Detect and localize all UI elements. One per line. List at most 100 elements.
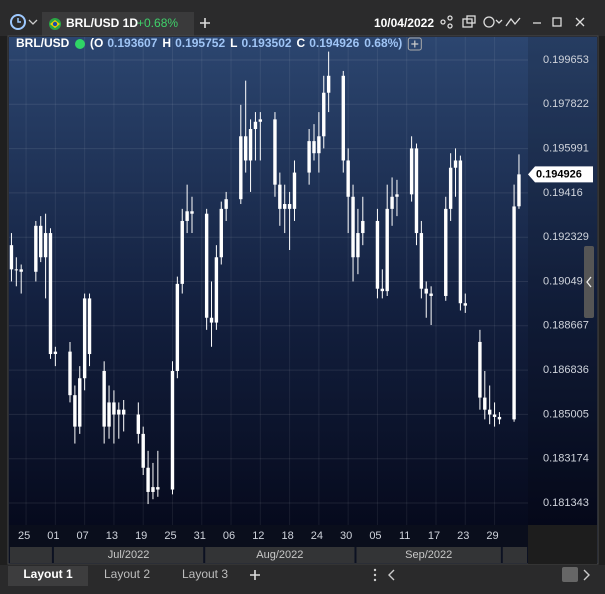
- candle-body: [395, 194, 399, 197]
- layout-tab[interactable]: Layout 1: [23, 567, 73, 581]
- close[interactable]: [575, 17, 585, 27]
- layout-tab[interactable]: Layout 2: [104, 567, 150, 581]
- axes: 0.199653 0.197822 0.195991 0.19416 0.192329 0…: [18, 54, 593, 542]
- x-tick-label: 30: [340, 530, 352, 542]
- candle-body: [453, 160, 458, 168]
- legend-add: [407, 37, 422, 51]
- candle-body: [292, 172, 297, 209]
- candle-body: [419, 233, 424, 289]
- dropdown-arrow[interactable]: [28, 19, 38, 25]
- candle-body: [253, 121, 258, 130]
- candle-body: [53, 351, 58, 355]
- scroll-right[interactable]: [583, 569, 590, 581]
- candle-body: [356, 233, 360, 258]
- candle-body: [151, 487, 155, 492]
- candle-body: [102, 370, 106, 427]
- x-tick-label: 05: [369, 530, 381, 542]
- month-row: Jul/2022 Aug/2022 Sep/2022: [10, 547, 527, 563]
- legend-label: (O: [90, 36, 103, 50]
- candle-body: [273, 119, 277, 185]
- alarm-arrow[interactable]: [495, 19, 503, 24]
- price-flag: [528, 166, 593, 183]
- maximize[interactable]: [552, 17, 562, 27]
- layout-tabs: Layout 1 Layout 2 Layout 3: [23, 567, 228, 581]
- candle-body: [209, 317, 214, 323]
- layout-tab[interactable]: Layout 3: [182, 567, 228, 581]
- candle-body: [190, 211, 194, 214]
- candle-body: [278, 184, 282, 209]
- candle-body: [478, 341, 482, 398]
- candle-body: [121, 409, 126, 415]
- share-icon[interactable]: [440, 19, 446, 25]
- candle-body: [312, 141, 316, 154]
- indicator-icon[interactable]: [505, 17, 521, 27]
- x-tick-label: 13: [106, 530, 118, 542]
- legend-value: 0.194926: [309, 36, 359, 50]
- x-tick-label: 17: [428, 530, 440, 542]
- x-tick-label: 25: [18, 530, 30, 542]
- x-tick-label: 23: [457, 530, 469, 542]
- legend-add-plus: [411, 40, 419, 48]
- candle-body: [463, 303, 467, 306]
- candle-body: [180, 220, 184, 284]
- y-tick-label: 0.19416: [543, 187, 583, 199]
- month-cell: [356, 547, 501, 563]
- side-handle-arrow: [586, 276, 592, 288]
- symbol-tab-label: BRL/USD 1D: [66, 16, 138, 30]
- candle-body: [39, 225, 43, 258]
- candle-body: [204, 213, 209, 318]
- flag-globe: [52, 21, 58, 27]
- candle-body: [224, 199, 228, 209]
- candle-body: [341, 75, 345, 161]
- candle-body: [170, 370, 175, 490]
- candle-body: [512, 206, 516, 420]
- candle-body: [14, 269, 19, 271]
- scroll-thumb[interactable]: [562, 567, 578, 582]
- alarm-icon[interactable]: [483, 16, 495, 28]
- clock-icon[interactable]: [10, 14, 26, 30]
- symbol-tab[interactable]: [42, 12, 194, 36]
- candle-body: [136, 414, 141, 434]
- candle-body: [444, 208, 448, 296]
- x-tick-label: 29: [486, 530, 498, 542]
- candle-body: [317, 136, 321, 154]
- legend-label: C: [297, 36, 306, 50]
- scroll-left[interactable]: [388, 569, 395, 581]
- x-tick-label: 18: [281, 530, 293, 542]
- candle-body: [351, 196, 355, 258]
- y-tick-label: 0.188667: [543, 320, 589, 332]
- candle-body: [361, 220, 365, 234]
- legend-value: 0.193607: [107, 36, 157, 50]
- current-price: 0.194926: [536, 168, 582, 180]
- candle-body: [517, 174, 521, 207]
- share-icon-c: [447, 23, 453, 29]
- candle-body: [326, 75, 331, 93]
- candle-body: [73, 395, 77, 427]
- date-axis: [9, 525, 528, 547]
- candle-body: [112, 402, 116, 415]
- bottom-bar: [0, 565, 605, 594]
- add-layout[interactable]: [250, 570, 260, 580]
- plot-background: [9, 37, 597, 525]
- month-label: Sep/2022: [405, 549, 452, 561]
- candle-body: [82, 298, 87, 379]
- active-tab[interactable]: [8, 566, 88, 586]
- candle-body: [497, 416, 502, 420]
- month-cell: [502, 547, 527, 563]
- x-tick-label: 25: [164, 530, 176, 542]
- candle-body: [409, 148, 414, 195]
- side-handle[interactable]: [584, 246, 594, 318]
- candle-body: [375, 220, 380, 289]
- legend-label: L: [230, 36, 237, 50]
- add-tab[interactable]: [200, 18, 210, 28]
- candle-body: [48, 233, 53, 355]
- candle-body: [483, 397, 487, 410]
- candle-body: [117, 409, 121, 415]
- candle-body: [219, 208, 223, 258]
- candle-body: [424, 288, 428, 294]
- candle-body: [107, 402, 111, 427]
- more-menu[interactable]: [373, 568, 377, 582]
- candle-body: [448, 167, 453, 209]
- candle-body: [248, 129, 253, 161]
